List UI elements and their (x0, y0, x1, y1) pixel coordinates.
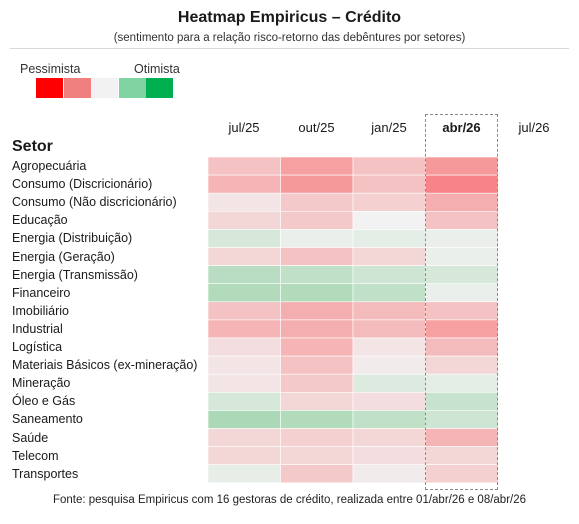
row-label: Imobiliário (12, 303, 69, 318)
heatmap-cell (280, 319, 354, 339)
row-label: Transportes (12, 466, 79, 481)
row-label: Saneamento (12, 412, 83, 427)
heatmap-cell (207, 301, 281, 321)
legend-swatch (36, 78, 63, 98)
heatmap-cell (352, 337, 426, 357)
row-label: Consumo (Não discricionário) (12, 195, 177, 210)
heatmap-cell (280, 446, 354, 466)
heatmap-cell (352, 446, 426, 466)
heatmap-cell (352, 283, 426, 303)
legend-swatch (91, 78, 118, 98)
heatmap-cell (280, 283, 354, 303)
heatmap-cell (207, 373, 281, 393)
row-label: Industrial (12, 321, 63, 336)
row-label: Educação (12, 213, 68, 228)
row-label: Energia (Geração) (12, 249, 115, 264)
heatmap-cell (280, 265, 354, 285)
heatmap-cell (280, 211, 354, 230)
title-divider (10, 48, 569, 49)
heatmap-cell (207, 229, 281, 248)
heatmap-cell (280, 301, 354, 321)
heatmap-cell (352, 464, 426, 484)
legend-swatch (118, 78, 146, 98)
heatmap-cell (352, 319, 426, 339)
heatmap-cell (352, 192, 426, 212)
heatmap-cell (207, 337, 281, 357)
heatmap-cell (207, 410, 281, 429)
legend-swatch (146, 78, 173, 98)
chart-title: Heatmap Empiricus – Crédito (177, 9, 402, 26)
heatmap-cell (207, 192, 281, 212)
heatmap-cell (352, 247, 426, 266)
heatmap-cell (280, 174, 354, 194)
row-label: Consumo (Discricionário) (12, 177, 153, 192)
heatmap-cell (352, 156, 426, 176)
row-label: Saúde (12, 430, 49, 445)
column-label: out/25 (298, 120, 335, 135)
heatmap-cell (280, 464, 354, 484)
column-label: abr/26 (442, 120, 481, 135)
row-label: Telecom (12, 448, 59, 463)
heatmap-cell (207, 391, 281, 411)
heatmap-cell (352, 265, 426, 285)
heatmap-cell (280, 410, 354, 429)
heatmap-cell (280, 156, 354, 176)
heatmap-cell (280, 428, 354, 447)
heatmap-cell (207, 247, 281, 266)
heatmap-cell (280, 229, 354, 248)
chart-subtitle: (sentimento para a relação risco-retorno… (113, 32, 466, 44)
column-label: jul/26 (518, 120, 550, 135)
row-label: Financeiro (12, 285, 71, 300)
legend-swatch (63, 78, 91, 98)
heatmap-cell (207, 446, 281, 466)
heatmap-cell (280, 192, 354, 212)
row-label: Óleo e Gás (12, 394, 76, 409)
sector-header: Setor (12, 138, 53, 155)
heatmap-cell (207, 174, 281, 194)
heatmap-cell (352, 391, 426, 411)
source-footnote: Fonte: pesquisa Empiricus com 16 gestora… (52, 494, 527, 506)
heatmap-cell (207, 265, 281, 285)
heatmap-cell (352, 174, 426, 194)
heatmap-cell (207, 428, 281, 447)
heatmap-cell (207, 283, 281, 303)
heatmap-cell (280, 355, 354, 375)
row-label: Materiais Básicos (ex-mineração) (12, 358, 198, 373)
heatmap-cell (207, 156, 281, 176)
heatmap-cell (280, 373, 354, 393)
heatmap-cell (352, 428, 426, 447)
highlight-column-frame (425, 114, 498, 490)
heatmap-cell (280, 247, 354, 266)
heatmap-cell (352, 355, 426, 375)
heatmap-cell (207, 355, 281, 375)
column-label: jan/25 (371, 120, 407, 135)
legend-optimist-label: Otimista (134, 62, 180, 76)
row-label: Energia (Transmissão) (12, 267, 138, 282)
heatmap-cell (280, 391, 354, 411)
heatmap-cell (280, 337, 354, 357)
heatmap-cell (352, 373, 426, 393)
heatmap-cell (207, 319, 281, 339)
heatmap-cell (352, 301, 426, 321)
row-label: Agropecuária (12, 159, 87, 173)
heatmap-cell (352, 410, 426, 429)
heatmap-cell (352, 211, 426, 230)
column-label: jul/25 (228, 120, 260, 135)
row-label: Mineração (12, 376, 71, 391)
heatmap-cell (207, 211, 281, 230)
row-label: Logística (12, 340, 63, 354)
heatmap-cell (352, 229, 426, 248)
legend-pessimist-label: Pessimista (20, 62, 81, 76)
heatmap-cell (207, 464, 281, 484)
row-label: Energia (Distribuição) (12, 231, 133, 246)
